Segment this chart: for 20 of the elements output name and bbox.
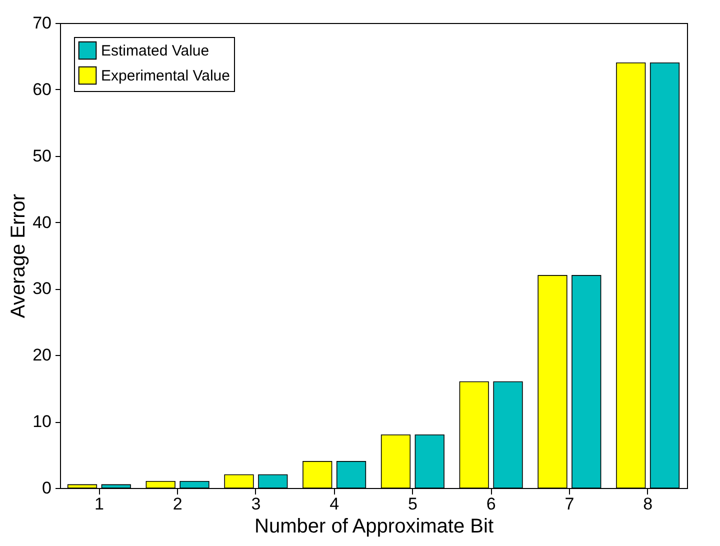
x-tick-label: 4 bbox=[330, 494, 340, 514]
x-tick-label: 6 bbox=[486, 494, 496, 514]
y-tick-label: 60 bbox=[32, 80, 52, 99]
x-axis-title: Number of Approximate Bit bbox=[254, 516, 494, 538]
x-tick-label: 2 bbox=[172, 494, 182, 514]
y-tick-label: 70 bbox=[32, 14, 52, 32]
x-tick-label: 3 bbox=[251, 494, 261, 514]
x-tick-label: 7 bbox=[564, 494, 574, 514]
legend-label: Estimated Value bbox=[101, 42, 210, 60]
y-tick-label: 50 bbox=[32, 146, 52, 166]
y-tick-label: 20 bbox=[32, 346, 52, 365]
y-tick-label: 10 bbox=[32, 412, 52, 432]
x-tick-label: 5 bbox=[408, 494, 418, 514]
y-axis-title: Average Error bbox=[8, 194, 30, 318]
y-tick-label: 30 bbox=[32, 279, 52, 298]
legend-label: Experimental Value bbox=[101, 68, 230, 84]
x-tick-label: 8 bbox=[643, 494, 653, 514]
y-tick-label: 40 bbox=[32, 212, 52, 232]
y-tick-label: 0 bbox=[42, 478, 52, 498]
x-tick-label: 1 bbox=[94, 494, 104, 514]
